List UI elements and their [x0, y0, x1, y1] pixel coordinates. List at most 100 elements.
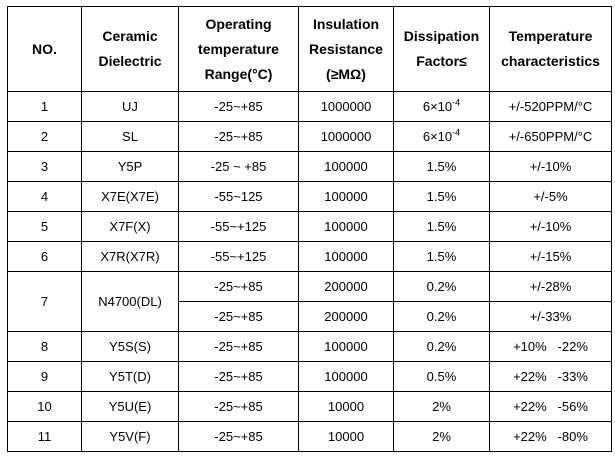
cell-temp-range: -55~+125	[178, 211, 299, 242]
cell-characteristics: +10% -22%	[489, 331, 612, 362]
cell-characteristics: +/-10%	[489, 211, 612, 242]
cell-dissipation: 0.2%	[393, 271, 490, 302]
cell-temp-range: -25 ~ +85	[178, 151, 299, 182]
cell-no: 9	[7, 361, 82, 392]
cell-dielectric: UJ	[81, 91, 179, 122]
cell-no: 8	[7, 331, 82, 362]
cell-dissipation: 2%	[393, 391, 490, 422]
cell-resistance: 100000	[298, 151, 394, 182]
cell-resistance: 200000	[298, 271, 394, 302]
cell-dielectric: Y5S(S)	[81, 331, 179, 362]
header-dissipation-factor: Dissipation Factor≤	[393, 6, 490, 92]
cell-characteristics: +/-15%	[489, 241, 612, 272]
cell-dielectric: SL	[81, 121, 179, 152]
cell-dielectric: N4700(DL)	[81, 271, 179, 332]
cell-dielectric: Y5U(E)	[81, 391, 179, 422]
header-dissipation-factor-line1: Dissipation	[403, 28, 480, 44]
cell-resistance: 100000	[298, 241, 394, 272]
cell-resistance: 100000	[298, 211, 394, 242]
dissipation-exponent: -4	[452, 97, 461, 108]
cell-dissipation: 0.2%	[393, 331, 490, 362]
cell-no: 1	[7, 91, 82, 122]
header-temperature-characteristics-line2: characteristics	[501, 53, 600, 69]
cell-dielectric: Y5V(F)	[81, 421, 179, 452]
header-ceramic-dielectric-line1: Ceramic	[102, 28, 158, 44]
header-ceramic-dielectric-line2: Dielectric	[98, 53, 162, 69]
header-temperature-characteristics: Temperature characteristics	[489, 6, 612, 92]
cell-dielectric: Y5P	[81, 151, 179, 182]
cell-dissipation: 2%	[393, 421, 490, 452]
cell-resistance: 100000	[298, 361, 394, 392]
cell-characteristics: +/-650PPM/°C	[489, 121, 612, 152]
header-temperature-characteristics-line1: Temperature	[508, 28, 593, 44]
cell-dissipation: 1.5%	[393, 211, 490, 242]
cell-temp-range: -55~125	[178, 181, 299, 212]
cell-resistance: 100000	[298, 331, 394, 362]
cell-no: 6	[7, 241, 82, 272]
header-insulation-resistance-line2: Resistance	[309, 40, 383, 57]
cell-dielectric: X7R(X7R)	[81, 241, 179, 272]
cell-no: 10	[7, 391, 82, 422]
cell-characteristics: +/-28%	[489, 271, 612, 302]
header-operating-temperature-line2: temperature	[198, 40, 279, 57]
cell-temp-range: -25~+85	[178, 271, 299, 302]
cell-dielectric: Y5T(D)	[81, 361, 179, 392]
cell-dissipation: 0.5%	[393, 361, 490, 392]
ceramic-dielectric-spec-table: NO. Ceramic Dielectric Operating tempera…	[7, 6, 612, 452]
cell-temp-range: -25~+85	[178, 421, 299, 452]
cell-resistance: 10000	[298, 421, 394, 452]
header-operating-temperature-range: Operating temperature Range(°C)	[178, 6, 299, 92]
cell-resistance: 10000	[298, 391, 394, 422]
header-row: NO. Ceramic Dielectric Operating tempera…	[7, 6, 612, 92]
table-row: 1 UJ -25~+85 1000000 6×10-4 +/-520PPM/°C	[7, 91, 612, 122]
header-operating-temperature-line3: Range(°C)	[204, 65, 273, 82]
cell-no: 4	[7, 181, 82, 212]
cell-temp-range: -25~+85	[178, 391, 299, 422]
cell-dielectric: X7F(X)	[81, 211, 179, 242]
cell-no: 5	[7, 211, 82, 242]
cell-temp-range: -25~+85	[178, 301, 299, 332]
header-ceramic-dielectric: Ceramic Dielectric	[81, 6, 179, 92]
header-dissipation-factor-line2: Factor≤	[416, 53, 467, 69]
cell-resistance: 1000000	[298, 91, 394, 122]
table-row: 6 X7R(X7R) -55~+125 100000 1.5% +/-15%	[7, 241, 612, 272]
header-no: NO.	[7, 6, 82, 92]
cell-dissipation: 6×10-4	[393, 121, 490, 152]
cell-temp-range: -25~+85	[178, 331, 299, 362]
cell-no: 7	[7, 271, 82, 332]
table-header: NO. Ceramic Dielectric Operating tempera…	[7, 6, 612, 92]
cell-dissipation: 1.5%	[393, 241, 490, 272]
dissipation-base: 6×10	[422, 99, 453, 114]
cell-characteristics: +22% -56%	[489, 391, 612, 422]
cell-characteristics: +22% -80%	[489, 421, 612, 452]
cell-dissipation: 1.5%	[393, 181, 490, 212]
table-row: 3 Y5P -25 ~ +85 100000 1.5% +/-10%	[7, 151, 612, 182]
dissipation-exponent: -4	[452, 127, 461, 138]
cell-temp-range: -25~+85	[178, 91, 299, 122]
cell-temp-range: -25~+85	[178, 121, 299, 152]
table-row: 8 Y5S(S) -25~+85 100000 0.2% +10% -22%	[7, 331, 612, 362]
cell-dissipation: 6×10-4	[393, 91, 490, 122]
cell-dissipation: 0.2%	[393, 301, 490, 332]
header-no-label: NO.	[32, 40, 57, 57]
table-body: 1 UJ -25~+85 1000000 6×10-4 +/-520PPM/°C 2 SL -2…	[7, 91, 612, 452]
cell-dissipation: 1.5%	[393, 151, 490, 182]
table-row: 9 Y5T(D) -25~+85 100000 0.5% +22% -33%	[7, 361, 612, 392]
header-insulation-resistance: Insulation Resistance (≥MΩ)	[298, 6, 394, 92]
cell-no: 11	[7, 421, 82, 452]
table-row: 10 Y5U(E) -25~+85 10000 2% +22% -56%	[7, 391, 612, 422]
dissipation-base: 6×10	[422, 129, 453, 144]
table-row: 7 N4700(DL) -25~+85 200000 0.2% +/-28%	[7, 271, 612, 332]
cell-temp-range: -55~+125	[178, 241, 299, 272]
cell-dielectric: X7E(X7E)	[81, 181, 179, 212]
cell-characteristics: +/-5%	[489, 181, 612, 212]
cell-characteristics: +22% -33%	[489, 361, 612, 392]
header-insulation-resistance-line3: (≥MΩ)	[326, 65, 366, 82]
cell-characteristics: +/-10%	[489, 151, 612, 182]
cell-no: 2	[7, 121, 82, 152]
table-row: 4 X7E(X7E) -55~125 100000 1.5% +/-5%	[7, 181, 612, 212]
table-row: -25~+85 200000 0.2% +/-33%	[8, 301, 612, 332]
table-row: 11 Y5V(F) -25~+85 10000 2% +22% -80%	[7, 421, 612, 452]
cell-resistance: 100000	[298, 181, 394, 212]
